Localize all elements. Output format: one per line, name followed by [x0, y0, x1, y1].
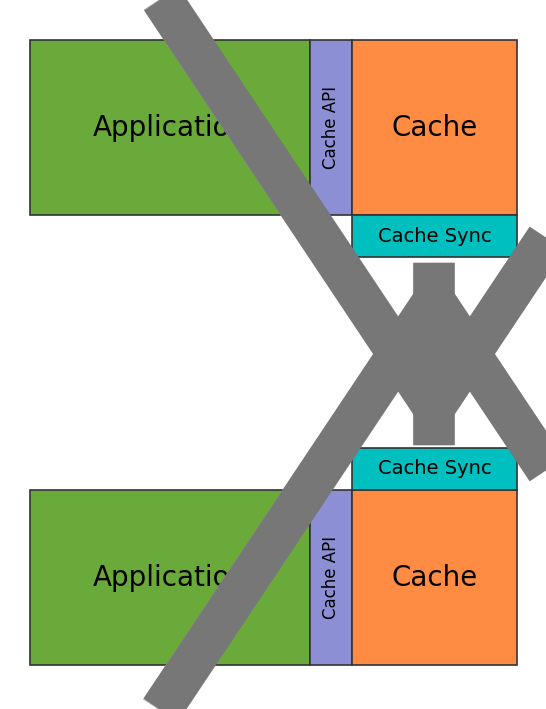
Bar	[352, 215, 517, 257]
Text: Application: Application	[92, 564, 247, 591]
Text: Cache Sync: Cache Sync	[378, 459, 491, 479]
Text: Application: Application	[92, 113, 247, 142]
Bar	[30, 40, 310, 215]
Bar	[310, 490, 352, 665]
Text: Cache: Cache	[391, 564, 478, 591]
Text: Cache API: Cache API	[322, 536, 340, 619]
Bar	[352, 490, 517, 665]
Bar	[352, 448, 517, 490]
Text: Cache: Cache	[391, 113, 478, 142]
Bar	[352, 40, 517, 215]
Bar	[310, 40, 352, 215]
Text: Cache Sync: Cache Sync	[378, 226, 491, 245]
Text: Cache API: Cache API	[322, 86, 340, 169]
Bar	[30, 490, 310, 665]
